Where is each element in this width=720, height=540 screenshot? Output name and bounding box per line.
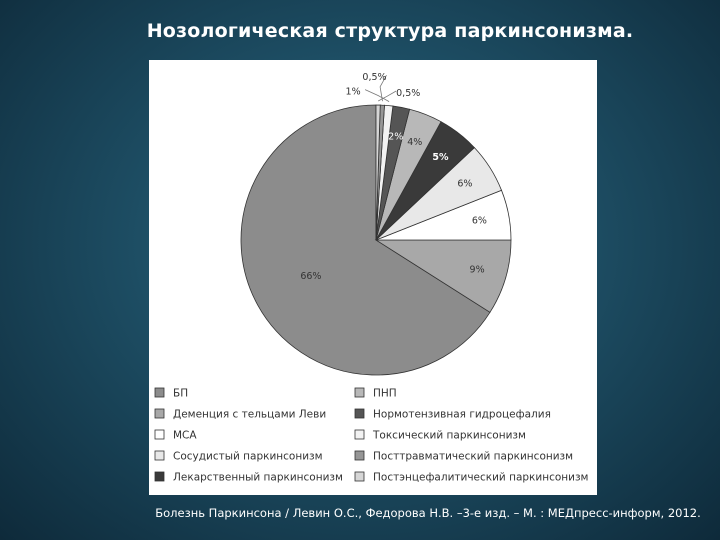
- slice-data-label: 0,5%: [362, 72, 386, 83]
- slice-data-label: 0,5%: [396, 88, 420, 99]
- slice-data-label: 6%: [472, 215, 487, 226]
- pie-slice: [375, 104, 381, 241]
- legend-swatch: [154, 429, 165, 440]
- legend-swatch: [354, 408, 365, 419]
- legend-label: Лекарственный паркинсонизм: [173, 472, 343, 484]
- chart-figure: 66% 9% 6% 6% 5% 4% 2% 1% 0,5% 0,5% БП ПНП Деменция …: [149, 60, 597, 495]
- legend-swatch: [154, 450, 165, 461]
- legend-label: Сосудистый паркинсонизм: [173, 451, 323, 463]
- slice-data-label: 2%: [388, 132, 403, 143]
- legend-label: МСА: [173, 430, 197, 442]
- legend-swatch: [154, 387, 165, 398]
- pie-chart: 66%9%6%6%5%4%2%1%0,5%0,5% БП ПНПДеменция …: [154, 72, 588, 484]
- pie-slice: [240, 104, 491, 376]
- legend-swatch: [354, 387, 365, 398]
- slice-data-label: 4%: [407, 137, 422, 148]
- legend-swatch: [154, 408, 165, 419]
- legend-swatch: [354, 471, 365, 482]
- slide-title: Нозологическая структура паркинсонизма.: [146, 20, 634, 42]
- legend-swatch: [354, 429, 365, 440]
- legend-label: БП: [173, 388, 188, 400]
- legend-label: Нормотензивная гидроцефалия: [373, 409, 551, 421]
- slice-data-label: 9%: [470, 264, 485, 275]
- legend-swatch: [354, 450, 365, 461]
- legend-label: ПНП: [373, 388, 397, 400]
- legend-swatch: [154, 471, 165, 482]
- legend-label: Токсический паркинсонизм: [372, 430, 526, 442]
- legend-label: Постэнцефалитический паркинсонизм: [373, 472, 588, 484]
- slice-data-label: 66%: [300, 271, 321, 282]
- slice-data-label: 6%: [457, 179, 472, 190]
- source-citation: Болезнь Паркинсона / Левин О.С., Федоров…: [155, 506, 701, 520]
- legend-label: Деменция с тельцами Леви: [173, 409, 326, 421]
- slice-data-label: 1%: [346, 87, 361, 98]
- legend-label: Посттравматический паркинсонизм: [373, 451, 573, 463]
- label-leader-line: [379, 75, 387, 102]
- label-leader-line: [364, 89, 390, 102]
- slice-data-label: 5%: [432, 152, 449, 163]
- label-leader-line: [378, 90, 397, 102]
